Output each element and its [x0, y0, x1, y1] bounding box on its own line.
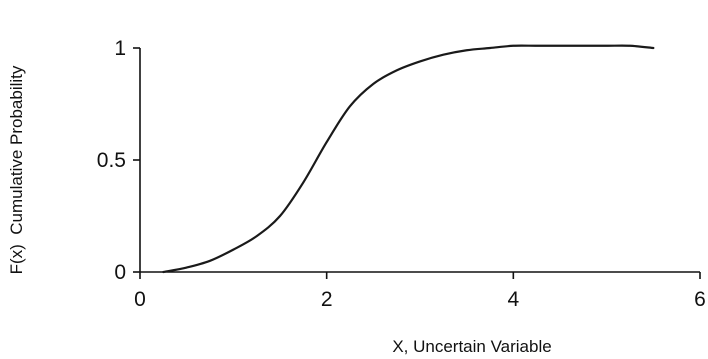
y-tick-label: 1 [114, 37, 126, 60]
cdf-curve [162, 44, 655, 274]
x-axis-title: X, Uncertain Variable [392, 337, 551, 356]
x-ticks: 0 2 4 6 [134, 272, 706, 311]
y-ticks: 00.51 [97, 37, 140, 284]
x-tick-label: 2 [321, 288, 333, 311]
x-tick-label: 4 [507, 288, 519, 311]
x-tick-label: 0 [134, 288, 146, 311]
axes [139, 48, 700, 273]
y-tick-label: 0.5 [97, 149, 126, 172]
series-group [162, 44, 655, 274]
y-tick-label: 0 [114, 261, 126, 284]
x-tick-label: 6 [694, 288, 706, 311]
y-axis-title: F(x) Cumulative Probability [7, 65, 26, 274]
